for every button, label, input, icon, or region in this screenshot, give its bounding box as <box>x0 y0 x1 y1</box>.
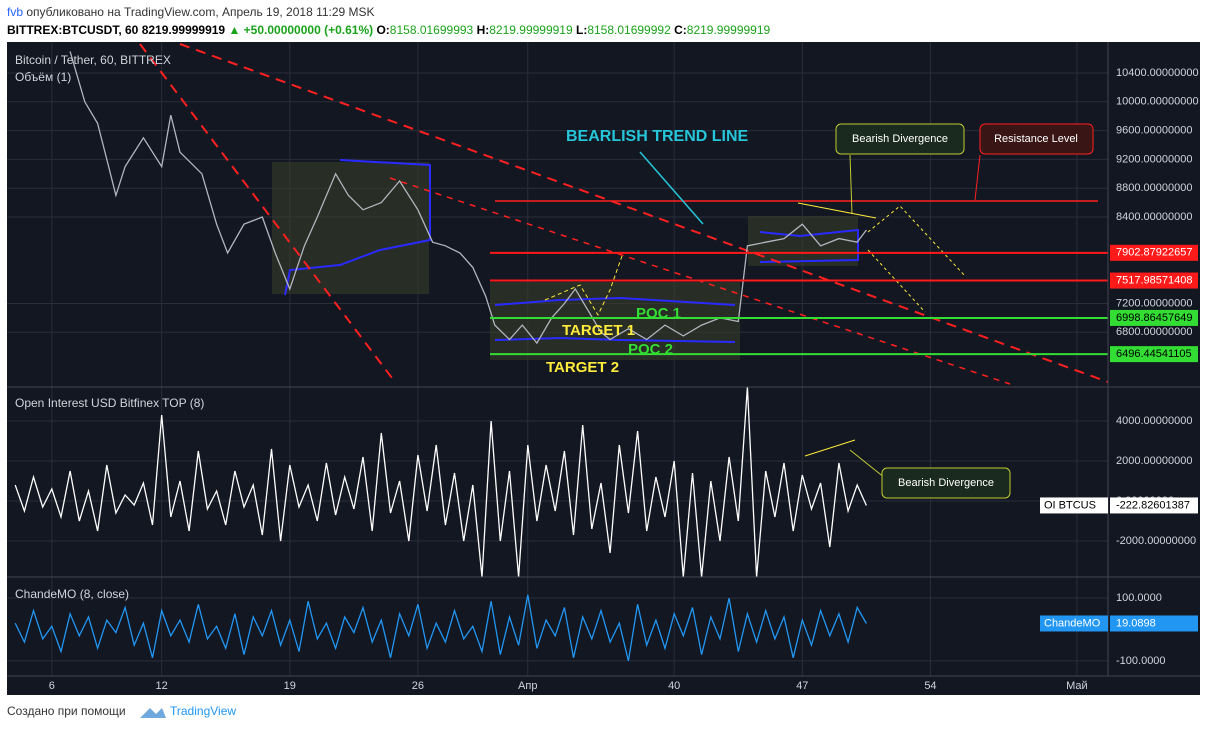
x-tick-label: 12 <box>156 680 168 692</box>
x-tick-label: Апр <box>518 680 537 692</box>
poc-boundary <box>284 159 431 296</box>
series-name-box <box>1040 615 1108 632</box>
quote-line: BITTREX:BTCUSDT, 60 8219.99999919 ▲ +50.… <box>7 21 770 39</box>
volume-profile-box <box>272 162 429 294</box>
pane-title: Open Interest USD Bitfinex TOP (8) <box>15 396 204 410</box>
high: 8219.99999919 <box>489 23 573 37</box>
y-tick-label: 6800.00000000 <box>1116 326 1192 338</box>
x-tick-label: 19 <box>284 680 296 692</box>
grid <box>7 42 1108 676</box>
projection <box>544 255 623 317</box>
y-tick-label: 10000.00000000 <box>1116 96 1199 108</box>
x-tick-label: 6 <box>49 680 55 692</box>
low: 8158.01699992 <box>587 23 671 37</box>
open-label: O: <box>376 23 390 37</box>
footer-text: Создано при помощи <box>7 704 126 718</box>
annotation-box <box>835 123 965 155</box>
arrow <box>639 151 704 225</box>
trend-line <box>139 43 396 383</box>
poc-boundary <box>494 336 736 343</box>
symbol: BITTREX:BTCUSDT, 60 <box>7 23 139 37</box>
pointer <box>849 449 886 479</box>
x-tick-label: 54 <box>924 680 936 692</box>
y-tick-label: 8800.00000000 <box>1116 182 1192 194</box>
annotation: Resistance Level <box>994 133 1078 145</box>
price: 8219.99999919 <box>141 23 226 37</box>
published: опубликовано на TradingView.com, Апрель … <box>26 5 375 19</box>
series-line <box>14 594 867 662</box>
poc-boundary <box>759 228 859 263</box>
y-tick-label: 8400.00000000 <box>1116 211 1192 223</box>
y-tick-label: 2000.00000000 <box>1116 455 1192 467</box>
y-tick-label: -100.0000 <box>1116 655 1166 667</box>
series-name-box <box>1040 497 1108 514</box>
annotation: TARGET 2 <box>546 359 619 376</box>
poc-boundary <box>494 296 736 306</box>
x-tick-label: 47 <box>796 680 808 692</box>
pane-title: Bitcoin / Tether, 60, BITTREX <box>15 53 171 67</box>
header: fvb опубликовано на TradingView.com, Апр… <box>7 3 770 39</box>
last-value: 19.0898 <box>1116 617 1156 629</box>
level-label: 7517.98571408 <box>1116 274 1192 286</box>
x-tick-label: 40 <box>668 680 680 692</box>
high-label: H: <box>476 23 490 37</box>
pointer <box>974 154 981 201</box>
change: ▲ +50.00000000 (+0.61%) <box>228 23 374 37</box>
series-layer <box>14 51 1108 662</box>
y-tick-label: 100.0000 <box>1116 592 1162 604</box>
logo <box>140 708 166 718</box>
series-name: OI BTCUS <box>1044 499 1096 511</box>
divergence-line <box>797 202 877 219</box>
pane-subtitle: Объём (1) <box>15 70 71 84</box>
volume-profile-box <box>490 282 740 360</box>
annotation-box <box>979 123 1094 155</box>
annotation: Bearish Divergence <box>898 477 994 489</box>
volume-profile-box <box>748 216 858 266</box>
level-label-box <box>1110 309 1198 326</box>
brand[interactable]: TradingView <box>170 704 236 718</box>
level-label: 6998.86457649 <box>1116 312 1192 324</box>
last-value-box <box>1110 497 1198 514</box>
annotation: POC 2 <box>628 341 673 358</box>
y-tick-label: -2000.00000000 <box>1116 535 1196 547</box>
divergence-line <box>804 439 856 457</box>
level-label-box <box>1110 346 1198 363</box>
close-label: C: <box>674 23 687 37</box>
low-label: L: <box>576 23 588 37</box>
series-name: ChandeMO <box>1044 617 1101 629</box>
annotation: TARGET 1 <box>562 322 635 339</box>
last-value: -222.82601387 <box>1116 499 1190 511</box>
open: 8158.01699993 <box>389 23 474 37</box>
x-tick-label: Май <box>1066 680 1088 692</box>
trend-line <box>179 43 1109 383</box>
close: 8219.99999919 <box>686 23 771 37</box>
annotation-box <box>881 467 1011 499</box>
y-tick-label: 4000.00000000 <box>1116 415 1192 427</box>
y-tick-label: 9600.00000000 <box>1116 124 1192 136</box>
annotation: BEARLISH TREND LINE <box>566 128 749 145</box>
author[interactable]: fvb <box>7 5 24 19</box>
level-label-box <box>1110 272 1198 289</box>
last-value-box <box>1110 615 1198 632</box>
annotations: BEARLISH TREND LINE Bearish Divergence R… <box>546 123 1094 499</box>
level-label: 6496.44541105 <box>1116 348 1192 360</box>
pane-title: ChandeMO (8, close) <box>15 587 129 601</box>
y-tick-label: 10400.00000000 <box>1116 67 1199 79</box>
drawings <box>139 43 1109 479</box>
x-tick-label: 26 <box>412 680 424 692</box>
annotation: POC 1 <box>636 305 681 322</box>
series-line <box>14 387 867 577</box>
level-label: 7902.87922657 <box>1116 247 1192 259</box>
y-tick-label: 7200.00000000 <box>1116 297 1192 309</box>
level-label-box <box>1110 244 1198 261</box>
annotation: Bearish Divergence <box>852 133 948 145</box>
y-tick-label: 9200.00000000 <box>1116 153 1192 165</box>
pointer <box>849 154 853 215</box>
publish-line: fvb опубликовано на TradingView.com, Апр… <box>7 3 770 21</box>
